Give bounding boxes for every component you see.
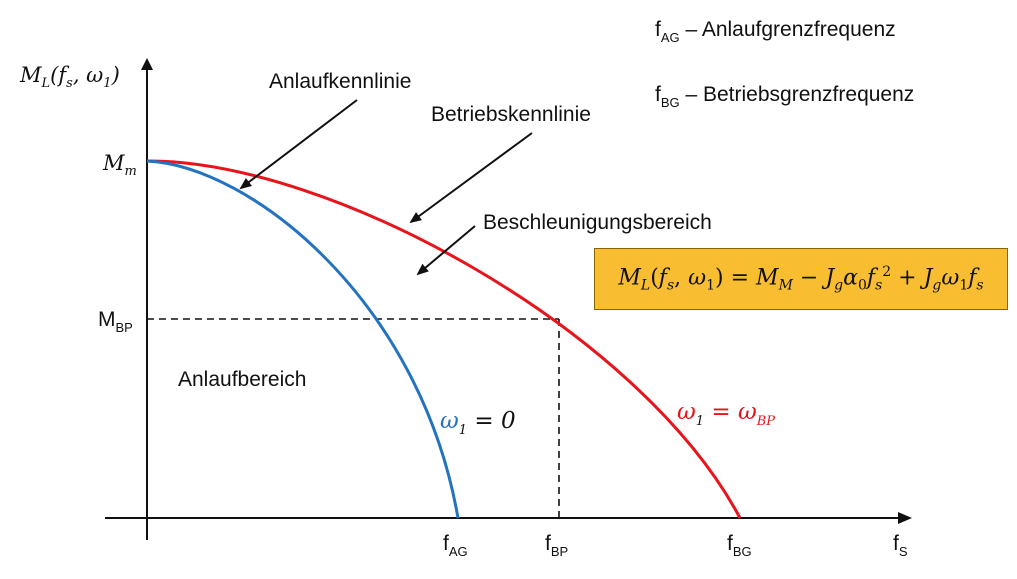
label-blue-curve: ω1 = 0 xyxy=(440,408,516,438)
betriebskennlinie-curve xyxy=(146,159,742,519)
tick-fag: fAG xyxy=(443,532,468,559)
beschleunigungsbereich-arrow xyxy=(416,225,476,276)
tick-fbg: fBG xyxy=(727,532,752,559)
tick-mm: Mm xyxy=(102,151,137,179)
tick-fbp: fBP xyxy=(545,532,568,559)
betriebskennlinie-arrow xyxy=(409,132,533,224)
label-anlaufbereich: Anlaufbereich xyxy=(178,368,306,391)
x-axis-arrowhead xyxy=(898,512,912,524)
label-beschleunigungsbereich: Beschleunigungsbereich xyxy=(483,211,712,234)
label-betriebskennlinie: Betriebskennlinie xyxy=(431,103,591,126)
x-axis-label: fS xyxy=(893,532,908,559)
label-red-curve: ω1 = ωBP xyxy=(677,399,775,429)
label-anlaufkennlinie: Anlaufkennlinie xyxy=(269,70,411,93)
formula-box: ML(fs, ω1) = MM − Jgα0fs2 + Jgω1fs xyxy=(594,248,1008,310)
legend-fbg: fBG – Betriebsgrenzfrequenz xyxy=(655,83,914,110)
anlaufkennlinie-arrow xyxy=(239,99,358,190)
anlaufkennlinie-curve xyxy=(146,159,460,519)
formula-text: ML(fs, ω1) = MM − Jgα0fs2 + Jgω1fs xyxy=(618,264,984,294)
y-axis-arrowhead xyxy=(141,58,153,70)
y-axis-label: ML(fs, ω1) xyxy=(19,63,120,91)
legend-fag: fAG – Anlaufgrenzfrequenz xyxy=(655,18,896,45)
tick-mbp: MBP xyxy=(98,308,133,335)
